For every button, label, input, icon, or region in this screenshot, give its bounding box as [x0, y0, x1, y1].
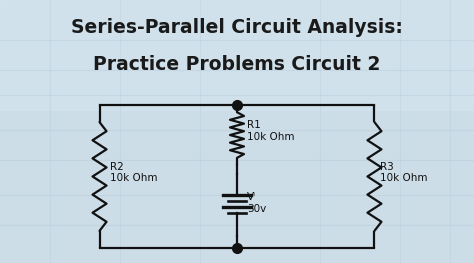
Text: R2
10k Ohm: R2 10k Ohm [109, 162, 157, 183]
Text: R3
10k Ohm: R3 10k Ohm [381, 162, 428, 183]
Text: Series-Parallel Circuit Analysis:: Series-Parallel Circuit Analysis: [71, 18, 403, 37]
Text: Practice Problems Circuit 2: Practice Problems Circuit 2 [93, 55, 381, 74]
Bar [0, 0, 474, 110]
Text: Vⁱ
30v: Vⁱ 30v [247, 192, 266, 214]
Text: R1
10k Ohm: R1 10k Ohm [247, 120, 294, 142]
